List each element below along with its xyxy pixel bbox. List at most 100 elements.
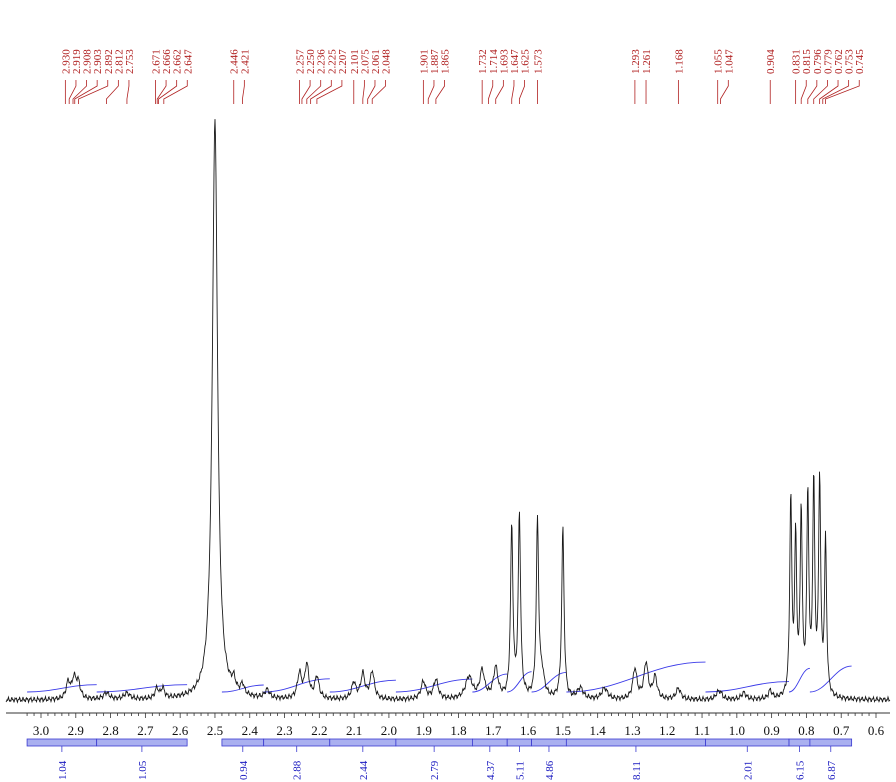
x-tick-label: 1.0 [729,723,745,738]
peak-label: 2.236 [316,49,328,74]
integral-curves [27,661,852,693]
peak-label-connector [158,80,178,104]
x-tick-label: 1.8 [450,723,466,738]
peak-label: 0.753 [844,49,856,74]
peak-label: 2.207 [337,49,349,74]
integral-value: 2.88 [292,760,304,780]
integral-value: 2.44 [358,760,370,780]
peak-label: 1.901 [418,49,430,74]
peak-label-connector [316,80,343,104]
peak-label: 0.815 [801,49,813,74]
peak-label: 1.573 [532,49,544,74]
peak-label: 2.075 [359,49,371,74]
integral-curve [531,671,567,693]
peak-label: 2.930 [60,49,72,74]
peak-label: 0.904 [765,49,777,74]
peak-label-connector [819,80,839,104]
peak-label: 1.261 [641,49,653,74]
peak-label-connector [813,80,828,104]
integral-bars: 1.04 1.05 0.94 2.88 2.44 2.79 4.37 5.11 4.86 8.11… [26,738,853,780]
peak-label: 1.732 [477,49,489,74]
x-tick-label: 0.9 [764,723,780,738]
x-tick-label: 1.6 [520,723,537,738]
peak-label-connector [106,80,119,104]
integral-curve [27,684,97,693]
integral-bar [531,738,567,747]
integral-value: 4.37 [485,760,497,780]
integral-curve [507,671,532,693]
peak-label: 1.293 [630,49,642,74]
integral-bar [26,738,98,747]
integral-value: 6.87 [826,760,838,780]
peak-label: 2.225 [326,49,338,74]
peak-label: 1.887 [429,49,441,74]
x-tick-label: 2.7 [137,723,154,738]
integral-bar [263,738,331,747]
integral-value: 8.11 [631,761,643,780]
x-tick-label: 2.3 [276,723,292,738]
x-tick-label: 2.1 [346,723,362,738]
peak-label: 1.693 [498,49,510,74]
x-tick-label: 1.2 [659,723,675,738]
integral-curve [705,681,790,693]
peak-label: 2.250 [305,49,317,74]
peak-label: 0.831 [791,49,803,74]
x-axis-ticks: 3.0 2.9 2.8 2.7 2.6 2.5 2.4 2.3 2.2 2.1 2.0 1.9 1.8 1… [26,713,885,738]
integral-value: 5.11 [514,761,526,780]
peak-label-connector [720,80,729,104]
spectrum-trace [5,119,891,704]
x-tick-label: 1.3 [624,723,640,738]
peak-label: 2.812 [113,49,125,74]
peak-label: 2.671 [150,49,162,74]
peak-label: 1.714 [488,49,500,74]
integral-bar [96,738,188,747]
peak-label: 2.048 [381,49,393,74]
integral-value: 2.79 [429,760,441,780]
peak-label-connector [306,80,322,104]
x-tick-label: 0.8 [798,723,814,738]
integral-curve [329,679,396,693]
x-tick-label: 2.9 [68,723,84,738]
integral-bar [705,738,790,747]
x-tick-label: 2.4 [242,723,259,738]
peak-label-connector [435,80,445,104]
peak-label-connectors [64,80,860,104]
peak-label-connector [495,80,504,104]
integral-value: 4.86 [544,760,556,780]
integral-value: 6.15 [794,760,806,780]
peak-label-connector [301,80,311,104]
peak-label-connector [518,80,525,104]
peak-label-connector [242,80,245,104]
peak-label-connector [511,80,515,104]
peak-label-connector [126,80,130,104]
integral-curve [221,684,264,693]
peak-label-connector [800,80,807,104]
peak-label: 2.903 [92,49,104,74]
peak-label: 2.257 [295,49,307,74]
integral-bar [809,738,853,747]
peak-label-connector [427,80,435,104]
x-tick-label: 3.0 [33,723,49,738]
peak-label-connector [371,80,386,104]
peak-label-connector [822,80,850,104]
integral-bar [472,738,508,747]
integral-bar [329,738,397,747]
x-tick-label: 1.4 [590,723,607,738]
integral-curve [788,667,811,693]
peak-label-connector [156,80,167,104]
integral-bar [395,738,473,747]
peak-label: 1.625 [520,49,532,74]
x-tick-label: 0.6 [868,723,885,738]
peak-label: 2.908 [82,49,94,74]
integral-bar [221,738,265,747]
peak-label-connector [78,80,109,104]
x-tick-label: 1.5 [555,723,571,738]
peak-label: 1.055 [713,49,725,74]
peak-label: 2.061 [370,49,382,74]
peak-label: 0.779 [822,49,834,74]
peak-label: 2.662 [172,49,184,74]
integral-bar [788,738,811,747]
x-tick-label: 2.8 [102,723,118,738]
